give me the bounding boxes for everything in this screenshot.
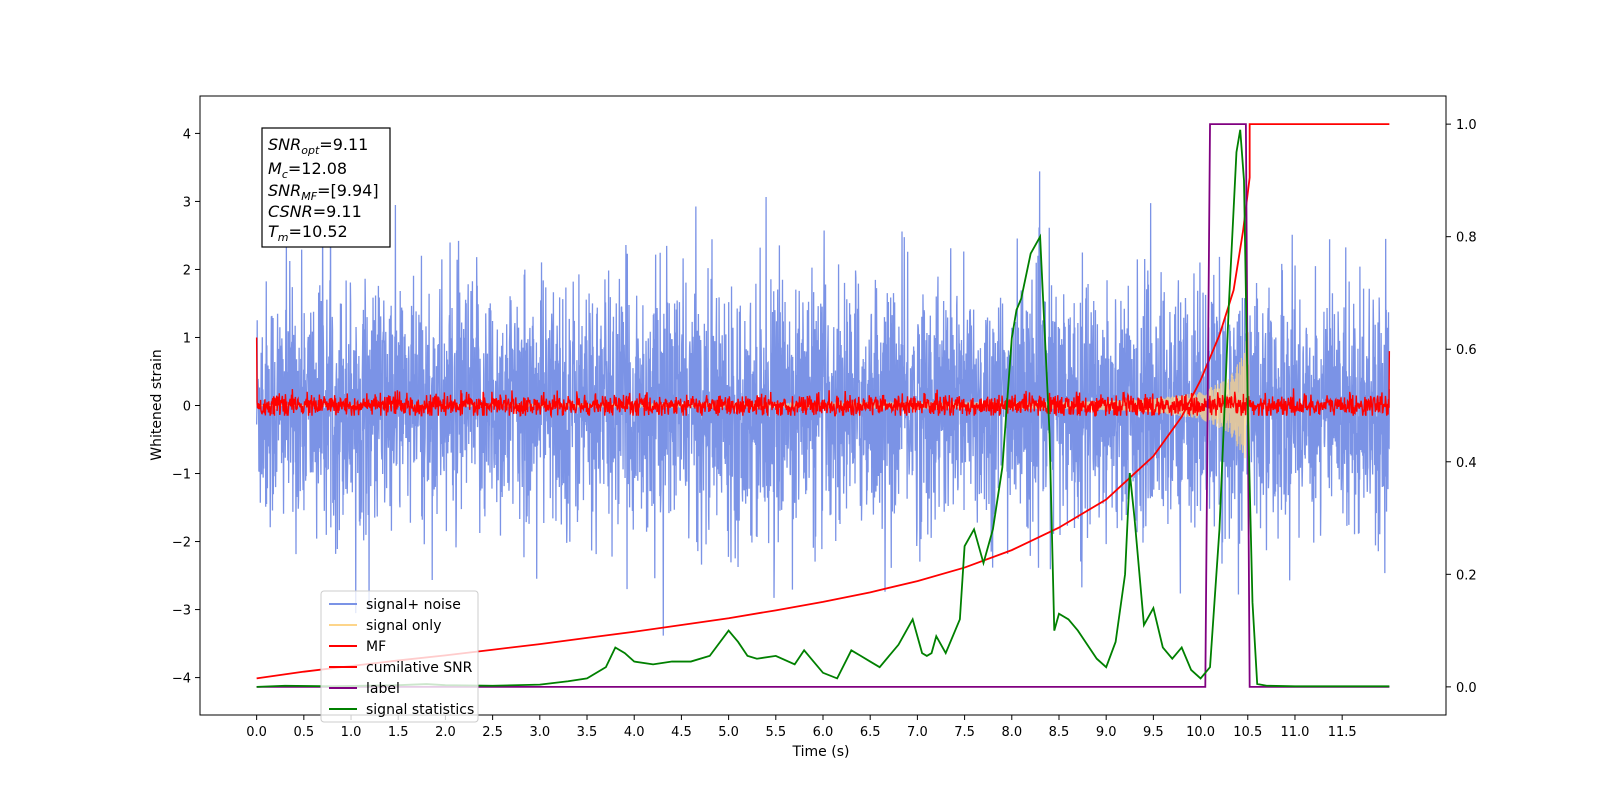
annotation-value: =9.11 (313, 202, 362, 221)
legend-label: MF (366, 639, 386, 655)
annotation-symbol: M (268, 159, 282, 178)
legend: signal+ noise signal only MF cumilative … (320, 590, 479, 723)
annotation-subscript: m (278, 231, 289, 244)
annotation-value: =[9.94] (317, 181, 379, 200)
legend-frame (320, 590, 479, 723)
x-tick-label: 10.0 (1186, 725, 1215, 740)
legend-item: signal+ noise (329, 597, 461, 613)
x-tick-label: 5.5 (765, 725, 786, 740)
x-tick-label: 5.0 (718, 725, 739, 740)
legend-item: label (329, 681, 400, 697)
y-tick-label: 2 (183, 263, 191, 278)
x-tick-label: 9.0 (1096, 725, 1117, 740)
x-tick-label: 0.5 (293, 725, 314, 740)
y-tick-label: 4 (183, 127, 191, 142)
x-tick-label: 7.0 (907, 725, 928, 740)
x-tick-label: 2.0 (435, 725, 456, 740)
annotation-value: =9.11 (319, 135, 368, 154)
x-tick-label: 1.0 (341, 725, 362, 740)
y2-tick-label: 0.6 (1456, 343, 1477, 358)
x-tick-label: 8.5 (1049, 725, 1070, 740)
x-tick-label: 10.5 (1233, 725, 1262, 740)
series-label (256, 123, 1390, 688)
annotation-frame (261, 127, 391, 248)
y-tick-label: −4 (172, 672, 191, 687)
series-signal-noise (255, 171, 1391, 636)
y-tick-label: −3 (172, 604, 191, 619)
annotation-symbol: CSNR (268, 202, 313, 221)
x-tick-label: 4.5 (671, 725, 692, 740)
x-tick-label: 4.0 (624, 725, 645, 740)
x-tick-label: 6.5 (860, 725, 881, 740)
legend-item: cumilative SNR (329, 660, 473, 676)
x-tick-label: 2.5 (482, 725, 503, 740)
y-tick-label: 1 (183, 331, 191, 346)
y-axis-label: Whitened strain (149, 349, 165, 460)
y2-tick-label: 1.0 (1456, 118, 1477, 133)
y2-tick-label: 0.0 (1456, 681, 1477, 696)
x-tick-label: 8.0 (1001, 725, 1022, 740)
x-tick-label: 3.0 (529, 725, 550, 740)
series-signal-statistics (256, 129, 1390, 688)
annotation-line-tm: Tm=10.52 (268, 222, 348, 244)
legend-label: signal only (366, 618, 441, 634)
y-tick-label: −2 (172, 536, 191, 551)
x-tick-label: 3.5 (577, 725, 598, 740)
legend-label: signal statistics (366, 702, 474, 718)
x-tick-label: 11.0 (1280, 725, 1309, 740)
x-tick-label: 1.5 (388, 725, 409, 740)
annotation-symbol: T (268, 222, 279, 241)
x-tick-label: 11.5 (1328, 725, 1357, 740)
x-axis-label: Time (s) (792, 744, 850, 760)
y-tick-label: 3 (183, 195, 191, 210)
x-tick-label: 6.0 (813, 725, 834, 740)
annotation-box: SNRopt=9.11 Mc=12.08 SNRMF=[9.94] CSNR=9… (261, 127, 391, 248)
legend-label: cumilative SNR (366, 660, 473, 676)
annotation-symbol: SNR (268, 135, 301, 154)
annotation-subscript: c (282, 168, 288, 181)
annotation-value: =12.08 (288, 159, 347, 178)
legend-label: label (366, 681, 400, 697)
annotation-line-csnr: CSNR=9.11 (268, 202, 362, 221)
y2-tick-label: 0.8 (1456, 231, 1477, 246)
annotation-value: =10.52 (289, 222, 348, 241)
x-tick-label: 7.5 (954, 725, 975, 740)
annotation-subscript: opt (301, 144, 320, 157)
x-tick-label: 9.5 (1143, 725, 1164, 740)
y2-tick-label: 0.2 (1456, 568, 1477, 583)
y2-tick-label: 0.4 (1456, 456, 1477, 471)
y-tick-label: 0 (183, 400, 191, 415)
axes-layer: 0.0 0.5 1.0 1.5 2.0 2.5 3.0 3.5 4.0 4.5 5.0 5.5 6.0 6… (172, 118, 1477, 740)
legend-item: signal statistics (329, 702, 474, 718)
legend-label: signal+ noise (366, 597, 461, 613)
legend-item: MF (329, 639, 386, 655)
annotation-line-mc: Mc=12.08 (268, 159, 347, 181)
annotation-line-snr-opt: SNRopt=9.11 (268, 135, 368, 157)
y-tick-label: −1 (172, 468, 191, 483)
annotation-subscript: MF (301, 190, 317, 203)
legend-item: signal only (329, 618, 441, 634)
annotation-symbol: SNR (268, 181, 301, 200)
series-mf (255, 337, 1391, 419)
annotation-line-snr-mf: SNRMF=[9.94] (268, 181, 379, 203)
x-tick-label: 0.0 (246, 725, 267, 740)
